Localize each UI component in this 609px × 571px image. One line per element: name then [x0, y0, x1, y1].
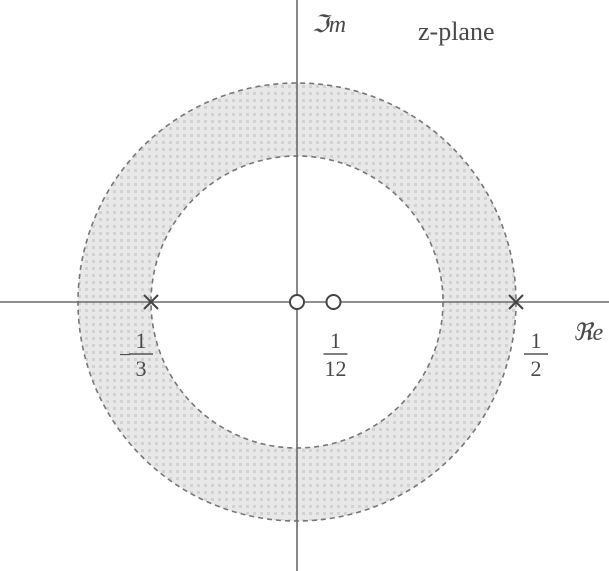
pole-marker — [143, 294, 159, 310]
zero-marker — [325, 294, 342, 310]
zero-label-1: 112 — [323, 328, 348, 381]
pole-label-1-numerator: 1 — [531, 328, 542, 353]
pole-label-0-sign: − — [119, 342, 131, 367]
zero-marker — [289, 294, 305, 310]
plane-label: z-plane — [418, 17, 495, 46]
real-axis-label: ℜe — [573, 320, 604, 346]
zero-label-1-numerator: 1 — [330, 328, 341, 353]
pole-label-1-denominator: 2 — [531, 356, 542, 381]
pole-label-0-numerator: 1 — [136, 328, 147, 353]
pole-label-0: −1 3 — [119, 328, 154, 381]
pole-marker — [508, 294, 524, 310]
pole-label-1: 12 — [524, 328, 548, 381]
imag-axis-label: ℑm — [312, 12, 346, 38]
pole-label-0-denominator: 3 — [136, 356, 147, 381]
zero-label-1-denominator: 12 — [324, 356, 346, 381]
